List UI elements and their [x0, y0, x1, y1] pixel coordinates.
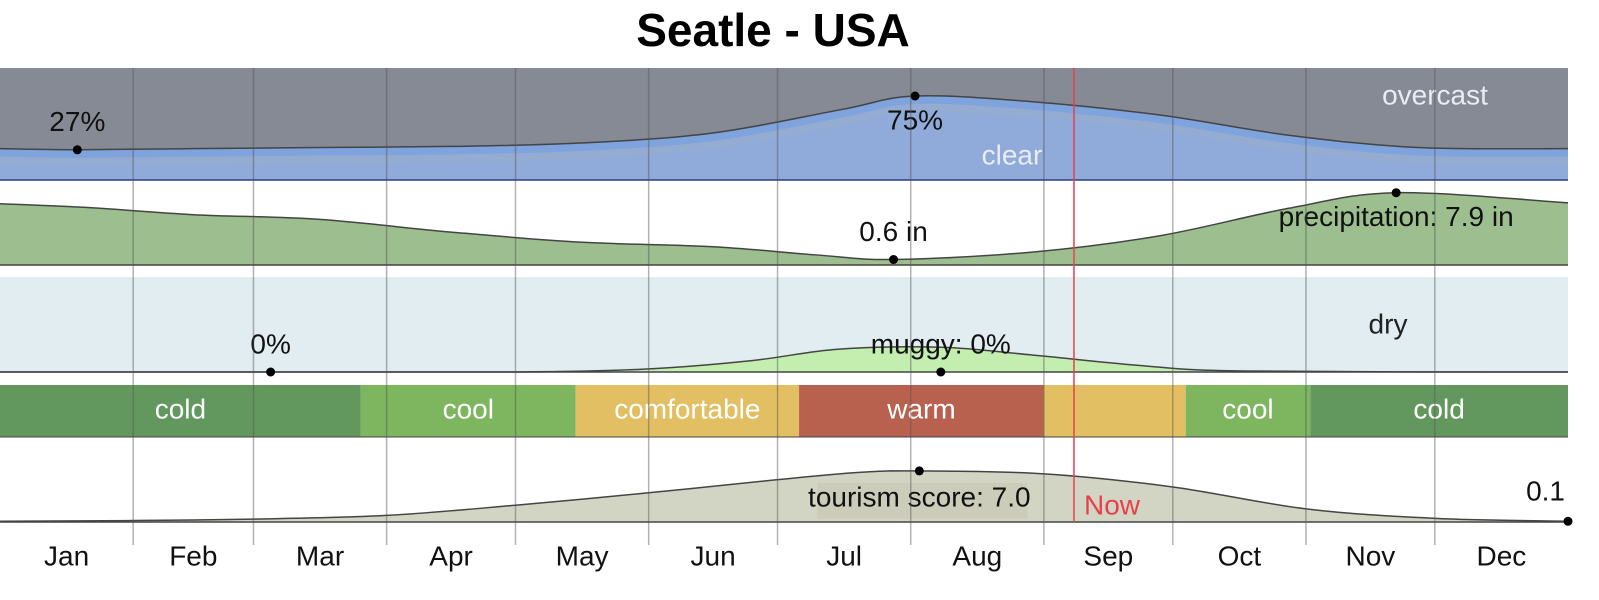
- x-tick-label: Dec: [1477, 540, 1527, 571]
- annotation-label: muggy: 0%: [871, 328, 1011, 359]
- band-label: clear: [982, 139, 1043, 170]
- temperature-band: [1043, 385, 1186, 437]
- area-fill: [0, 346, 1568, 373]
- annotation-point: [72, 145, 82, 155]
- annotation-label: precipitation: 7.9 in: [1279, 201, 1514, 232]
- annotation-point: [1391, 188, 1401, 198]
- x-tick-label: Mar: [296, 540, 344, 571]
- area-line: [0, 95, 1569, 151]
- label-background: [817, 482, 1028, 519]
- temperature-band: [799, 385, 1044, 437]
- annotation-point: [889, 255, 899, 265]
- band-label: cold: [155, 393, 206, 424]
- x-tick-label: Jan: [44, 540, 89, 571]
- band-label: dry: [1369, 308, 1408, 339]
- temperature-band: [575, 385, 800, 437]
- x-tick-label: Aug: [952, 540, 1002, 571]
- chart-title: Seatle - USA: [636, 4, 910, 56]
- annotation-point: [936, 367, 946, 377]
- area-band: [0, 111, 1568, 180]
- x-tick-label: May: [556, 540, 609, 571]
- band-label: cool: [443, 393, 494, 424]
- now-label: Now: [1084, 489, 1141, 520]
- annotation-label: tourism score: 7.0: [808, 481, 1031, 512]
- band-label: comfortable: [614, 393, 760, 424]
- x-tick-label: Oct: [1218, 540, 1262, 571]
- band-label: cold: [1413, 393, 1464, 424]
- annotation-point: [914, 466, 924, 476]
- band-label: cool: [1222, 393, 1273, 424]
- x-tick-label: Apr: [429, 540, 473, 571]
- annotation-point: [1563, 516, 1573, 526]
- annotation-label: 75%: [887, 104, 943, 135]
- temperature-band: [1310, 385, 1568, 437]
- annotation-label: 0%: [250, 328, 290, 359]
- x-tick-label: Nov: [1345, 540, 1395, 571]
- area-line: [0, 191, 1569, 261]
- area-line: [0, 470, 1569, 523]
- x-tick-label: Sep: [1083, 540, 1133, 571]
- annotation-point: [266, 367, 276, 377]
- temperature-band: [1185, 385, 1311, 437]
- temperature-band: [0, 385, 361, 437]
- annotation-point: [910, 91, 920, 101]
- annotation-label: 0.6 in: [859, 216, 928, 247]
- band-label: warm: [886, 393, 955, 424]
- x-tick-label: Jul: [826, 540, 862, 571]
- band-label: overcast: [1382, 79, 1488, 110]
- temperature-band: [360, 385, 576, 437]
- area-fill: [0, 470, 1568, 522]
- x-tick-label: Jun: [691, 540, 736, 571]
- annotation-label: 27%: [49, 106, 105, 137]
- area-fill: [0, 192, 1568, 265]
- x-tick-label: Feb: [169, 540, 217, 571]
- annotation-label: 0.1: [1526, 476, 1565, 507]
